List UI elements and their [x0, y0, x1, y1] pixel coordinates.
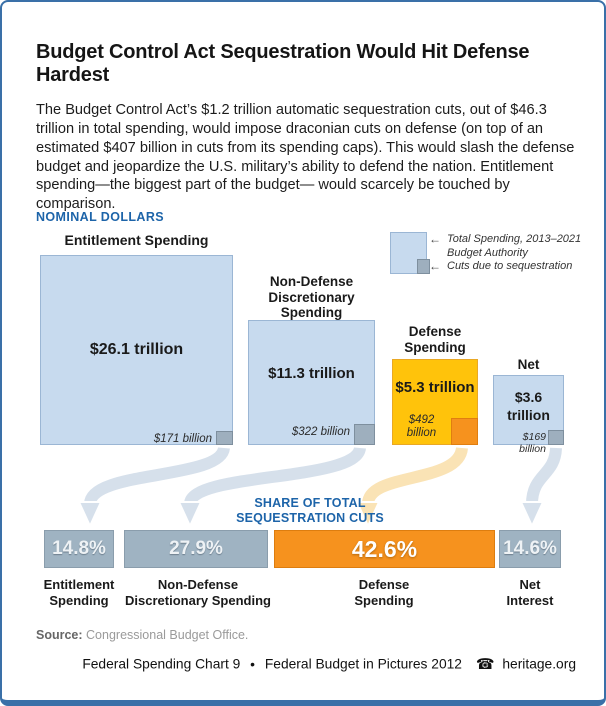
defense-cut-label: $492 billion [406, 414, 437, 440]
defense-spending-square [392, 359, 478, 445]
entitlement-bar-segment: 14.8% [44, 530, 114, 568]
non-defense-cut-square [354, 424, 375, 445]
net-interest-cut-square [548, 430, 564, 445]
non-defense-discretionary-label: Non-Defense Discretionary Spending [268, 274, 355, 321]
source-prefix: Source: [36, 628, 83, 642]
defense-value: $5.3 trillion [395, 379, 475, 396]
entitlement-flow-arrow [84, 445, 230, 506]
entitlement-cut-label: $171 billion [153, 433, 212, 445]
entitlement-percent: 14.8% [52, 538, 106, 559]
entitlement-cut-square [216, 431, 233, 445]
defense-percent: 42.6% [351, 535, 418, 562]
non-defense-cut-label: $322 billion [291, 426, 350, 438]
page-title: Budget Control Act Sequestration Would H… [36, 41, 530, 86]
entitlement-bar-label: Entitlement Spending [43, 577, 115, 608]
bullet-icon: • [250, 656, 256, 672]
defense-cut-square [451, 418, 478, 445]
heritage-bell-icon: ☎ [475, 656, 495, 673]
non-defense-percent: 27.9% [169, 538, 223, 559]
entitlement-value: $26.1 trillion [89, 341, 184, 358]
non-defense-bar-segment: 27.9% [124, 530, 268, 568]
net-interest-percent: 14.6% [503, 538, 557, 559]
net-interest-flow-arrow [526, 447, 562, 505]
source-line: Source: Congressional Budget Office. [36, 628, 248, 642]
footer-chart-number: Federal Spending Chart 9 [82, 656, 241, 672]
net-interest-bar-segment: 14.6% [499, 530, 561, 568]
entitlement-spending-label: Entitlement Spending [64, 232, 209, 248]
intro-paragraph: The Budget Control Act’s $1.2 trillion a… [36, 101, 575, 213]
arrowhead-icon [77, 501, 103, 529]
defense-bar-label: Defense Spending [354, 577, 414, 608]
legend-total-spending-label: Total Spending, 2013–2021 Budget Authori… [447, 233, 582, 260]
net-interest-cut-label: $169 billion [519, 431, 546, 455]
legend-total-spending-swatch [390, 232, 427, 274]
non-defense-discretionary-square [248, 320, 375, 445]
non-defense-bar-label: Non-Defense Discretionary Spending [125, 577, 271, 608]
net-interest-bar-label: Net Interest [506, 577, 554, 608]
non-defense-value: $11.3 trillion [268, 365, 355, 382]
legend-cuts-label: Cuts due to sequestration [447, 260, 573, 272]
legend-cuts-swatch [417, 259, 430, 274]
source-text: Congressional Budget Office. [86, 628, 249, 642]
arrow-left-icon: ← [429, 259, 441, 273]
arrowhead-icon [519, 501, 545, 529]
footer-publication: Federal Budget in Pictures 2012 [264, 656, 462, 672]
heritage-org-link[interactable]: heritage.org [502, 656, 576, 672]
section-label-nominal-dollars: NOMINAL DOLLARS [36, 210, 164, 224]
share-of-cuts-heading: SHARE OF TOTAL SEQUESTRATION CUTS [236, 496, 384, 525]
entitlement-spending-square [40, 255, 233, 445]
arrow-left-icon: ← [429, 232, 441, 246]
arrowhead-icon [177, 501, 203, 529]
net-interest-value: $3.6 trillion [507, 389, 550, 423]
footer-credit: Federal Spending Chart 9 • Federal Budge… [36, 655, 576, 673]
defense-bar-segment: 42.6% [274, 530, 495, 568]
defense-spending-label: Defense Spending [404, 324, 466, 355]
